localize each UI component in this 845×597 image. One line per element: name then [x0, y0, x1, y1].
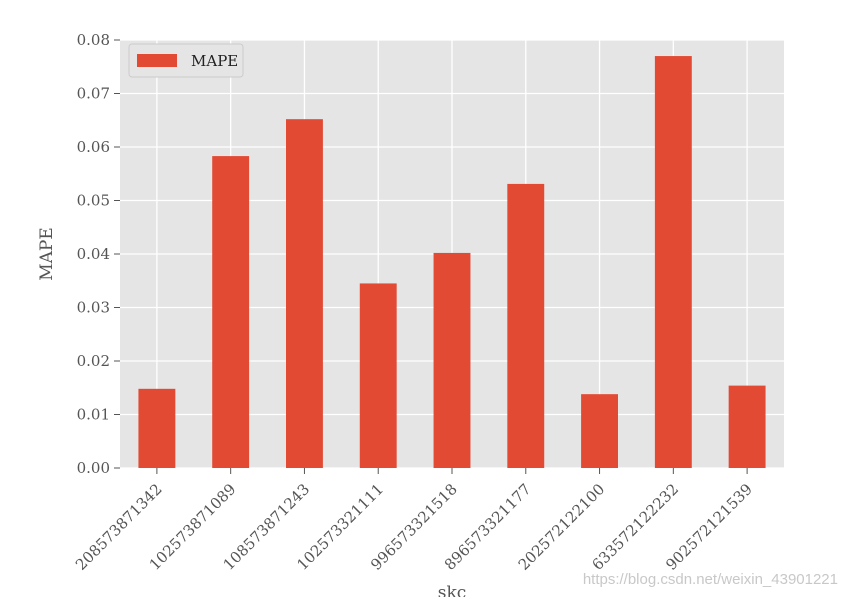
bar: [654, 56, 692, 469]
x-axis-title: skc: [438, 583, 467, 597]
x-axis: 2085738713421025738710891085738712431025…: [72, 468, 756, 574]
y-tick-label: 0.06: [77, 138, 110, 156]
y-tick-label: 0.01: [77, 406, 110, 424]
legend: MAPE: [128, 43, 244, 78]
bar: [359, 283, 397, 468]
bar: [581, 394, 618, 468]
bar: [138, 388, 176, 468]
bar: [433, 252, 471, 468]
y-tick-label: 0.05: [77, 192, 110, 210]
bar: [212, 156, 250, 468]
y-tick-label: 0.02: [77, 352, 110, 370]
bar: [507, 183, 545, 469]
y-axis: 0.00 0.01 0.02 0.03 0.04 0.05 0.06 0.07 0.08: [77, 31, 120, 477]
y-tick-label: 0.00: [77, 459, 110, 477]
legend-label: MAPE: [191, 52, 238, 70]
y-tick-label: 0.04: [77, 245, 110, 263]
legend-box: [128, 43, 244, 78]
bar: [728, 385, 766, 468]
watermark: https://blog.csdn.net/weixin_43901221: [583, 571, 838, 588]
y-tick-label: 0.07: [77, 85, 110, 103]
y-tick-label: 0.08: [77, 31, 110, 49]
legend-swatch: [137, 54, 177, 67]
bar: [286, 119, 323, 469]
bars: [138, 56, 766, 469]
y-tick-label: 0.03: [77, 299, 110, 317]
y-axis-title: MAPE: [37, 227, 57, 281]
